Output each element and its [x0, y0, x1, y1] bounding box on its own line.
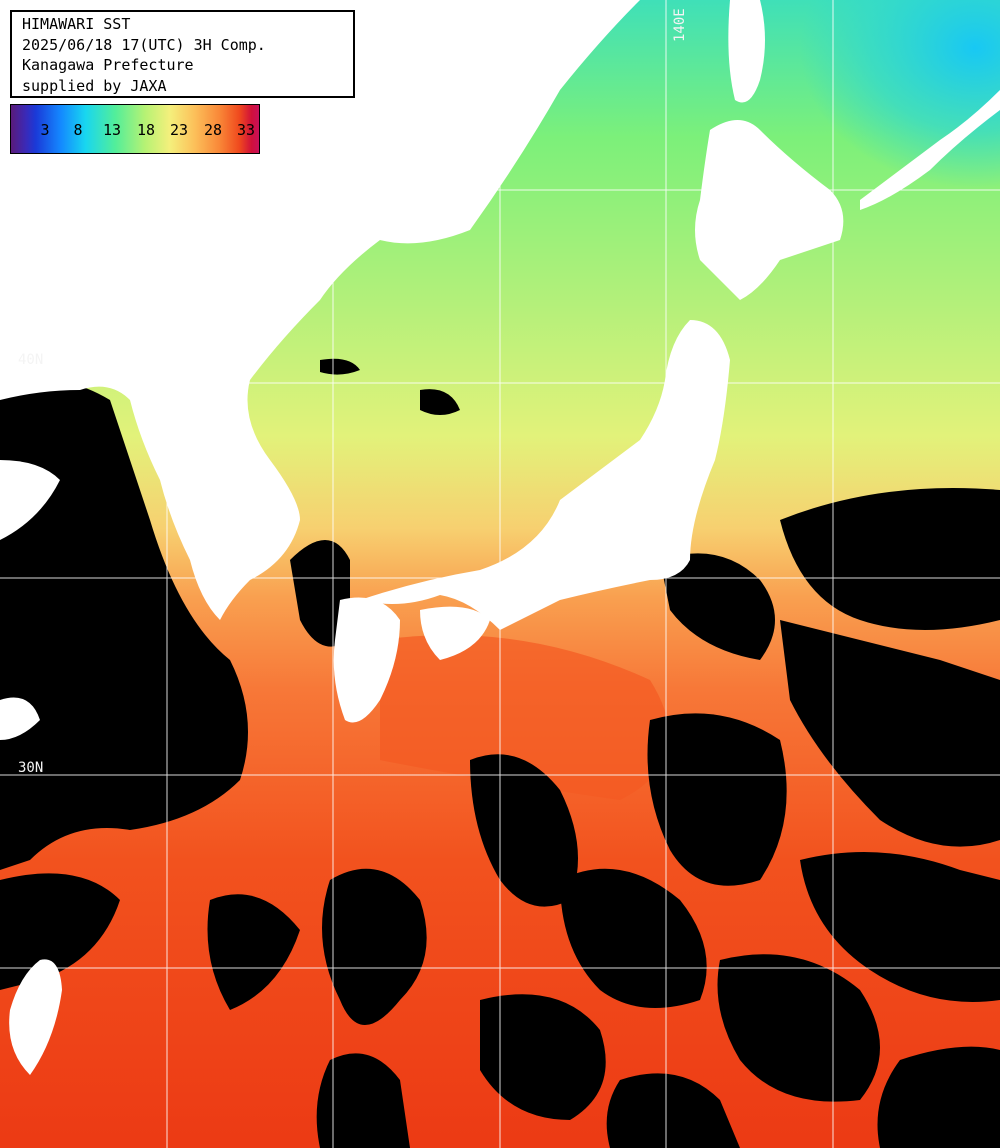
legend-label-18: 18	[136, 121, 156, 139]
legend-label-28: 28	[203, 121, 223, 139]
title-line-1: HIMAWARI SST	[22, 15, 131, 33]
legend-label-13: 13	[102, 121, 122, 139]
land-mask	[0, 0, 1000, 1075]
title-line-3: Kanagawa Prefecture	[22, 56, 194, 74]
kuroshio-warm-tongue	[380, 635, 670, 800]
lat-label-30n: 30N	[18, 760, 44, 776]
land-honshu	[360, 320, 730, 630]
land-kurils	[860, 90, 1000, 210]
lon-label-140e: 140E	[672, 8, 688, 42]
land-shikoku	[420, 606, 490, 660]
land-china-coast	[0, 460, 60, 540]
land-asia	[0, 0, 640, 620]
color-scale-legend: 3 8 13 18 23 28 33	[10, 104, 260, 154]
legend-label-3: 3	[40, 121, 50, 139]
legend-label-23: 23	[169, 121, 189, 139]
cloud-mask	[0, 129, 1000, 1148]
legend-label-33: 33	[236, 121, 256, 139]
title-line-4: supplied by JAXA	[22, 76, 167, 95]
land-taiwan	[9, 959, 62, 1075]
land-china-coast-2	[0, 697, 40, 740]
title-box: HIMAWARI SST 2025/06/18 17(UTC) 3H Comp.…	[10, 10, 355, 98]
land-hokkaido	[695, 120, 844, 300]
title-line-2: 2025/06/18 17(UTC) 3H Comp.	[22, 35, 266, 54]
lat-label-40n: 40N	[18, 352, 44, 368]
land-kyushu	[333, 597, 400, 723]
legend-label-8: 8	[73, 121, 83, 139]
land-sakhalin	[728, 0, 765, 103]
